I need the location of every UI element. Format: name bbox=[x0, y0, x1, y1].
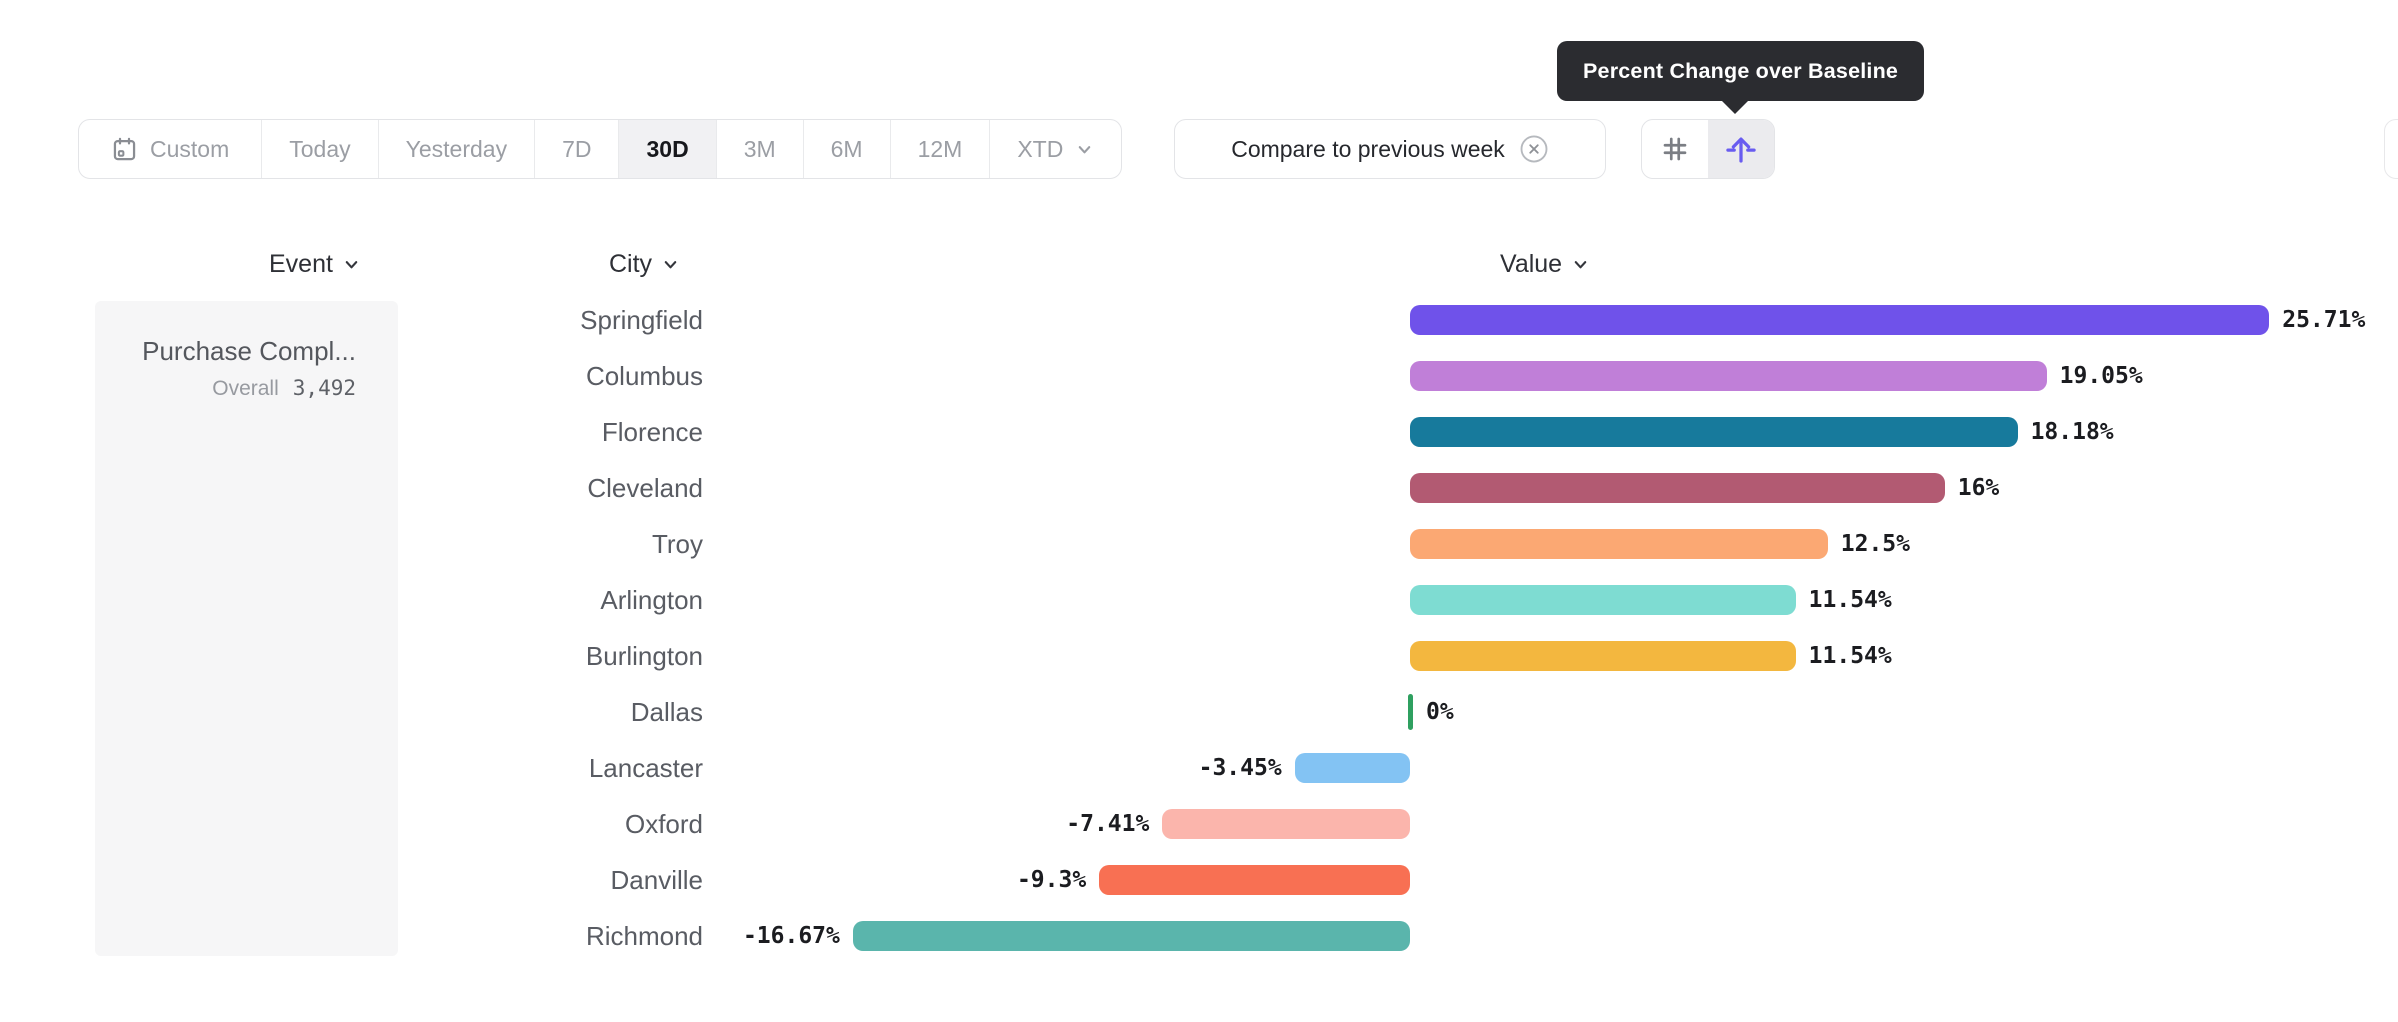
date-button-3m[interactable]: 3M bbox=[717, 120, 804, 178]
column-header-value[interactable]: Value bbox=[1500, 247, 1590, 281]
city-label: Lancaster bbox=[588, 753, 703, 783]
city-label: Dallas bbox=[630, 697, 703, 727]
date-button-yesterday[interactable]: Yesterday bbox=[379, 120, 536, 178]
bar-row: Springfield 25.71% bbox=[0, 292, 2398, 348]
x-circle-icon[interactable] bbox=[1519, 134, 1549, 164]
tooltip: Percent Change over Baseline bbox=[1557, 41, 1925, 114]
value-label: 16% bbox=[1957, 475, 2000, 501]
bar-row: Arlington 11.54% bbox=[0, 572, 2398, 628]
calendar-icon bbox=[111, 136, 138, 163]
bar-row: Burlington 11.54% bbox=[0, 628, 2398, 684]
event-header-label: Event bbox=[269, 249, 333, 278]
city-label: Oxford bbox=[624, 809, 703, 839]
view-toggle-percent-change[interactable] bbox=[1708, 120, 1774, 178]
date-button-30d[interactable]: 30D bbox=[619, 120, 717, 178]
city-label: Springfield bbox=[580, 305, 703, 335]
date-button-12m[interactable]: 12M bbox=[891, 120, 991, 178]
tooltip-arrow-icon bbox=[1722, 101, 1748, 114]
bar-burlington[interactable] bbox=[1410, 641, 1796, 671]
bar-oxford[interactable] bbox=[1162, 809, 1410, 839]
overall-label: Overall bbox=[212, 377, 279, 400]
bar-florence[interactable] bbox=[1410, 417, 2018, 447]
bar-lancaster[interactable] bbox=[1294, 753, 1410, 783]
chevron-down-icon bbox=[1571, 255, 1590, 274]
value-header-label: Value bbox=[1500, 249, 1563, 278]
bar-chart: Springfield 25.71% Columbus 19.05% Florence 1… bbox=[0, 292, 2398, 964]
compare-button[interactable]: Compare to previous week bbox=[1174, 119, 1606, 179]
view-toggle-group bbox=[1641, 119, 1775, 179]
value-label: 19.05% bbox=[2059, 363, 2143, 389]
bar-row: Danville -9.3% bbox=[0, 852, 2398, 908]
column-header-city[interactable]: City bbox=[609, 247, 680, 281]
bar-row: Richmond -16.67% bbox=[0, 908, 2398, 964]
city-label: Richmond bbox=[585, 921, 703, 951]
date-button-7d[interactable]: 7D bbox=[535, 120, 620, 178]
bar-row: Florence 18.18% bbox=[0, 404, 2398, 460]
date-button-label: 6M bbox=[830, 135, 863, 162]
overall-value: 3,492 bbox=[292, 376, 356, 400]
value-label: 11.54% bbox=[1808, 587, 1892, 613]
value-label: 25.71% bbox=[2282, 307, 2366, 333]
bar-row: Columbus 19.05% bbox=[0, 348, 2398, 404]
value-label: -9.3% bbox=[1016, 867, 1087, 893]
city-header-label: City bbox=[609, 249, 653, 278]
bar-arlington[interactable] bbox=[1410, 585, 1796, 615]
bar-row: Cleveland 16% bbox=[0, 460, 2398, 516]
bar-row: Troy 12.5% bbox=[0, 516, 2398, 572]
date-button-xtd[interactable]: XTD bbox=[990, 120, 1121, 178]
bar-row: Dallas 0% bbox=[0, 684, 2398, 740]
city-label: Troy bbox=[651, 529, 703, 559]
date-range-segmented-control: Custom Today Yesterday 7D 30D 3M 6M 12M XTD bbox=[78, 119, 1123, 179]
date-button-label: 12M bbox=[917, 135, 963, 162]
city-label: Burlington bbox=[585, 641, 703, 671]
date-button-label: XTD bbox=[1017, 135, 1064, 162]
date-button-label: 3M bbox=[743, 135, 776, 162]
city-label: Columbus bbox=[585, 361, 703, 391]
bar-springfield[interactable] bbox=[1410, 305, 2270, 335]
value-label: -3.45% bbox=[1198, 755, 1282, 781]
value-label: -16.67% bbox=[742, 923, 840, 949]
value-label: 18.18% bbox=[2030, 419, 2114, 445]
zero-baseline-tick[interactable] bbox=[1408, 694, 1413, 730]
column-header-event[interactable]: Event bbox=[269, 247, 361, 281]
event-card[interactable]: Purchase Compl... Overall 3,492 bbox=[95, 301, 398, 956]
chevron-down-icon bbox=[342, 255, 361, 274]
bar-danville[interactable] bbox=[1099, 865, 1410, 895]
clipped-edge-button[interactable] bbox=[2384, 119, 2398, 179]
bar-troy[interactable] bbox=[1410, 529, 1828, 559]
percent-change-baseline-icon bbox=[1724, 132, 1758, 166]
city-label: Cleveland bbox=[587, 473, 703, 503]
date-button-custom[interactable]: Custom bbox=[79, 120, 263, 178]
bar-cleveland[interactable] bbox=[1410, 473, 1945, 503]
city-label: Danville bbox=[610, 865, 704, 895]
date-button-today[interactable]: Today bbox=[262, 120, 379, 178]
compare-label: Compare to previous week bbox=[1231, 135, 1505, 162]
chevron-down-icon bbox=[661, 255, 680, 274]
bar-row: Oxford -7.41% bbox=[0, 796, 2398, 852]
date-button-label: 30D bbox=[646, 135, 689, 162]
date-button-label: Custom bbox=[150, 135, 230, 162]
chevron-down-icon bbox=[1075, 140, 1094, 159]
value-label: 11.54% bbox=[1808, 643, 1892, 669]
value-label: -7.41% bbox=[1066, 811, 1150, 837]
date-button-label: 7D bbox=[562, 135, 592, 162]
date-button-label: Yesterday bbox=[405, 135, 508, 162]
bar-richmond[interactable] bbox=[852, 921, 1410, 951]
city-label: Florence bbox=[601, 417, 703, 447]
bar-columbus[interactable] bbox=[1410, 361, 2047, 391]
date-button-6m[interactable]: 6M bbox=[804, 120, 891, 178]
tooltip-text: Percent Change over Baseline bbox=[1583, 58, 1899, 83]
date-button-label: Today bbox=[289, 135, 351, 162]
bar-row: Lancaster -3.45% bbox=[0, 740, 2398, 796]
hash-grid-icon bbox=[1659, 133, 1691, 165]
event-title: Purchase Compl... bbox=[142, 336, 356, 366]
city-label: Arlington bbox=[600, 585, 703, 615]
view-toggle-grid-view[interactable] bbox=[1642, 120, 1708, 178]
value-label: 12.5% bbox=[1840, 531, 1910, 557]
value-label: 0% bbox=[1426, 699, 1454, 725]
